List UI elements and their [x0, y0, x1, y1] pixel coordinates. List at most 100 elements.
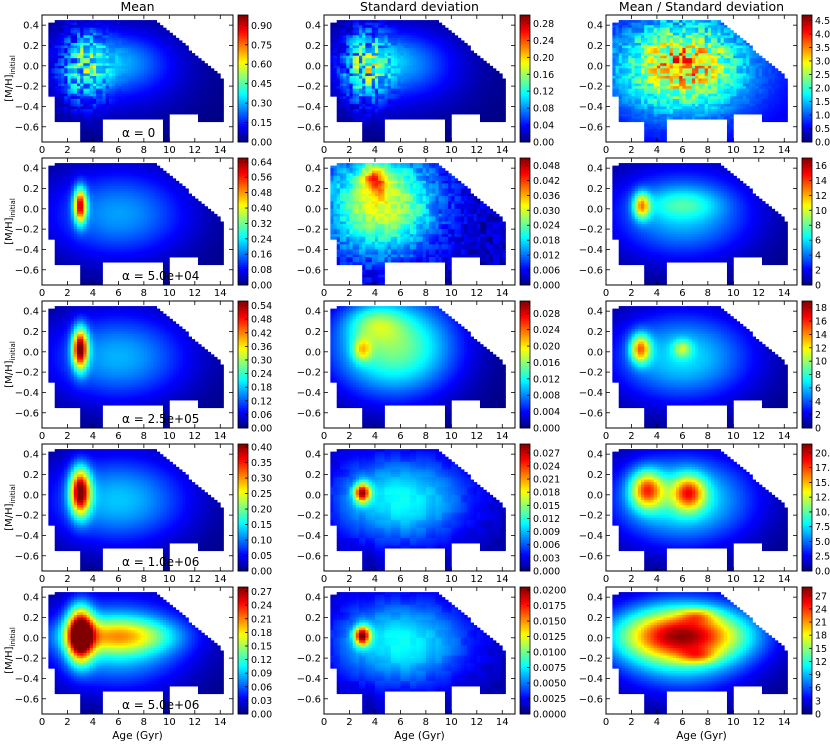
heat-cell — [420, 79, 424, 82]
heat-cell — [644, 134, 648, 137]
heat-cell — [147, 68, 151, 71]
heat-cell — [349, 112, 353, 115]
heat-cell — [343, 89, 347, 92]
heat-cell — [429, 30, 433, 33]
heat-cell — [644, 127, 648, 130]
heat-cell — [141, 68, 145, 71]
heat-cell — [356, 119, 360, 122]
heat-cell — [461, 91, 465, 94]
heat-cell — [388, 68, 392, 71]
heat-cell — [359, 58, 363, 61]
heat-cell — [445, 73, 449, 76]
heat-cell — [369, 89, 373, 92]
heat-cell — [80, 25, 84, 28]
heat-cell — [397, 114, 401, 117]
heat-cell — [87, 61, 91, 64]
heat-cell — [619, 20, 623, 23]
heat-cell — [52, 48, 56, 51]
heat-cell — [628, 53, 632, 56]
heat-cell — [378, 20, 382, 23]
heat-cell — [201, 71, 205, 74]
heat-cell — [397, 63, 401, 66]
heat-cell — [657, 58, 661, 61]
heat-cell — [391, 79, 395, 82]
heat-cell — [394, 23, 398, 26]
heat-cell — [349, 51, 353, 54]
heat-cell — [160, 33, 164, 36]
heat-cell — [455, 91, 459, 94]
heat-cell — [641, 89, 645, 92]
heat-cell — [64, 25, 68, 28]
heat-cell — [435, 89, 439, 92]
heat-cell — [340, 51, 344, 54]
heat-cell — [52, 45, 56, 48]
heat-cell — [150, 104, 154, 107]
heat-cell — [439, 63, 443, 66]
heat-cell — [80, 58, 84, 61]
heat-cell — [378, 51, 382, 54]
heat-cell — [673, 53, 677, 56]
heat-cell — [663, 129, 667, 132]
heat-cell — [663, 43, 667, 46]
heat-cell — [201, 89, 205, 92]
heat-cell — [410, 56, 414, 59]
heat-cell — [448, 43, 452, 46]
heat-cell — [644, 91, 648, 94]
heat-cell — [109, 81, 113, 84]
heat-cell — [499, 94, 503, 97]
heat-cell — [87, 35, 91, 38]
heat-cell — [477, 91, 481, 94]
heat-cell — [612, 43, 616, 46]
heat-cell — [96, 132, 100, 135]
heat-cell — [628, 119, 632, 122]
heat-cell — [192, 58, 196, 61]
heat-cell — [80, 38, 84, 41]
heat-cell — [144, 53, 148, 56]
heat-cell — [426, 40, 430, 43]
heat-cell — [93, 81, 97, 84]
heat-cell — [641, 84, 645, 87]
heat-cell — [394, 30, 398, 33]
heat-cell — [369, 58, 373, 61]
heat-cell — [80, 40, 84, 43]
heat-cell — [439, 33, 443, 36]
heat-cell — [55, 79, 59, 82]
heat-cell — [397, 61, 401, 64]
heat-cell — [400, 56, 404, 59]
heat-cell — [96, 106, 100, 109]
heat-cell — [483, 68, 487, 71]
heat-cell — [413, 91, 417, 94]
heat-cell — [343, 33, 347, 36]
heat-cell — [378, 134, 382, 137]
heat-cell — [365, 63, 369, 66]
heat-cell — [147, 76, 151, 79]
heat-cell — [378, 45, 382, 48]
heat-cell — [166, 124, 170, 127]
heat-cell — [375, 28, 379, 31]
heat-cell — [461, 45, 465, 48]
heat-cell — [651, 63, 655, 66]
heat-cell — [654, 132, 658, 135]
heat-cell — [429, 68, 433, 71]
heat-cell — [397, 91, 401, 94]
heat-cell — [410, 79, 414, 82]
heat-cell — [647, 114, 651, 117]
heat-cell — [109, 45, 113, 48]
heat-cell — [657, 99, 661, 102]
heat-cell — [102, 33, 106, 36]
heat-cell — [346, 66, 350, 69]
heat-cell — [115, 33, 119, 36]
heat-cell — [451, 84, 455, 87]
heat-cell — [74, 53, 78, 56]
heat-cell — [90, 112, 94, 115]
heat-cell — [644, 96, 648, 99]
heat-cell — [115, 96, 119, 99]
heat-cell — [404, 33, 408, 36]
heat-cell — [58, 101, 62, 104]
heat-cell — [61, 86, 65, 89]
heat-cell — [502, 84, 506, 87]
heat-cell — [612, 61, 616, 64]
heat-cell — [666, 104, 670, 107]
heat-cell — [458, 106, 462, 109]
heat-cell — [353, 61, 357, 64]
